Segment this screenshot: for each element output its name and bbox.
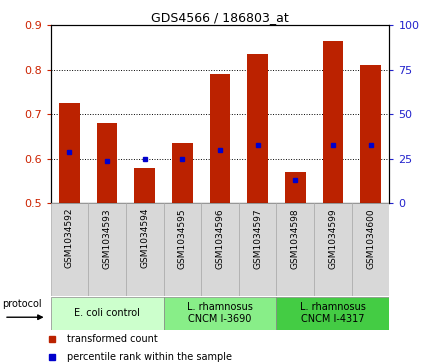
Text: GSM1034594: GSM1034594 <box>140 208 149 268</box>
Bar <box>239 203 276 296</box>
Bar <box>51 297 164 330</box>
Bar <box>59 103 80 203</box>
Bar <box>323 41 343 203</box>
Bar <box>209 74 231 203</box>
Text: GSM1034595: GSM1034595 <box>178 208 187 269</box>
Bar <box>352 203 389 296</box>
Text: L. rhamnosus
CNCM I-4317: L. rhamnosus CNCM I-4317 <box>300 302 366 324</box>
Bar <box>51 203 88 296</box>
Bar <box>360 65 381 203</box>
Bar <box>88 203 126 296</box>
Text: GSM1034598: GSM1034598 <box>291 208 300 269</box>
Text: GSM1034597: GSM1034597 <box>253 208 262 269</box>
Bar <box>276 297 389 330</box>
Bar <box>97 123 117 203</box>
Text: L. rhamnosus
CNCM I-3690: L. rhamnosus CNCM I-3690 <box>187 302 253 324</box>
Text: GSM1034600: GSM1034600 <box>366 208 375 269</box>
Text: protocol: protocol <box>3 299 42 310</box>
Bar <box>276 203 314 296</box>
Text: GSM1034599: GSM1034599 <box>328 208 337 269</box>
Text: GSM1034592: GSM1034592 <box>65 208 74 268</box>
Bar <box>172 143 193 203</box>
Text: transformed count: transformed count <box>67 334 158 344</box>
Bar <box>285 172 306 203</box>
Bar <box>314 203 352 296</box>
Bar <box>201 203 239 296</box>
Text: E. coli control: E. coli control <box>74 308 140 318</box>
Bar <box>126 203 164 296</box>
Bar <box>164 297 276 330</box>
Title: GDS4566 / 186803_at: GDS4566 / 186803_at <box>151 11 289 24</box>
Text: percentile rank within the sample: percentile rank within the sample <box>67 352 232 362</box>
Bar <box>164 203 201 296</box>
Text: GSM1034596: GSM1034596 <box>216 208 224 269</box>
Text: GSM1034593: GSM1034593 <box>103 208 112 269</box>
Bar <box>134 168 155 203</box>
Bar <box>247 54 268 203</box>
